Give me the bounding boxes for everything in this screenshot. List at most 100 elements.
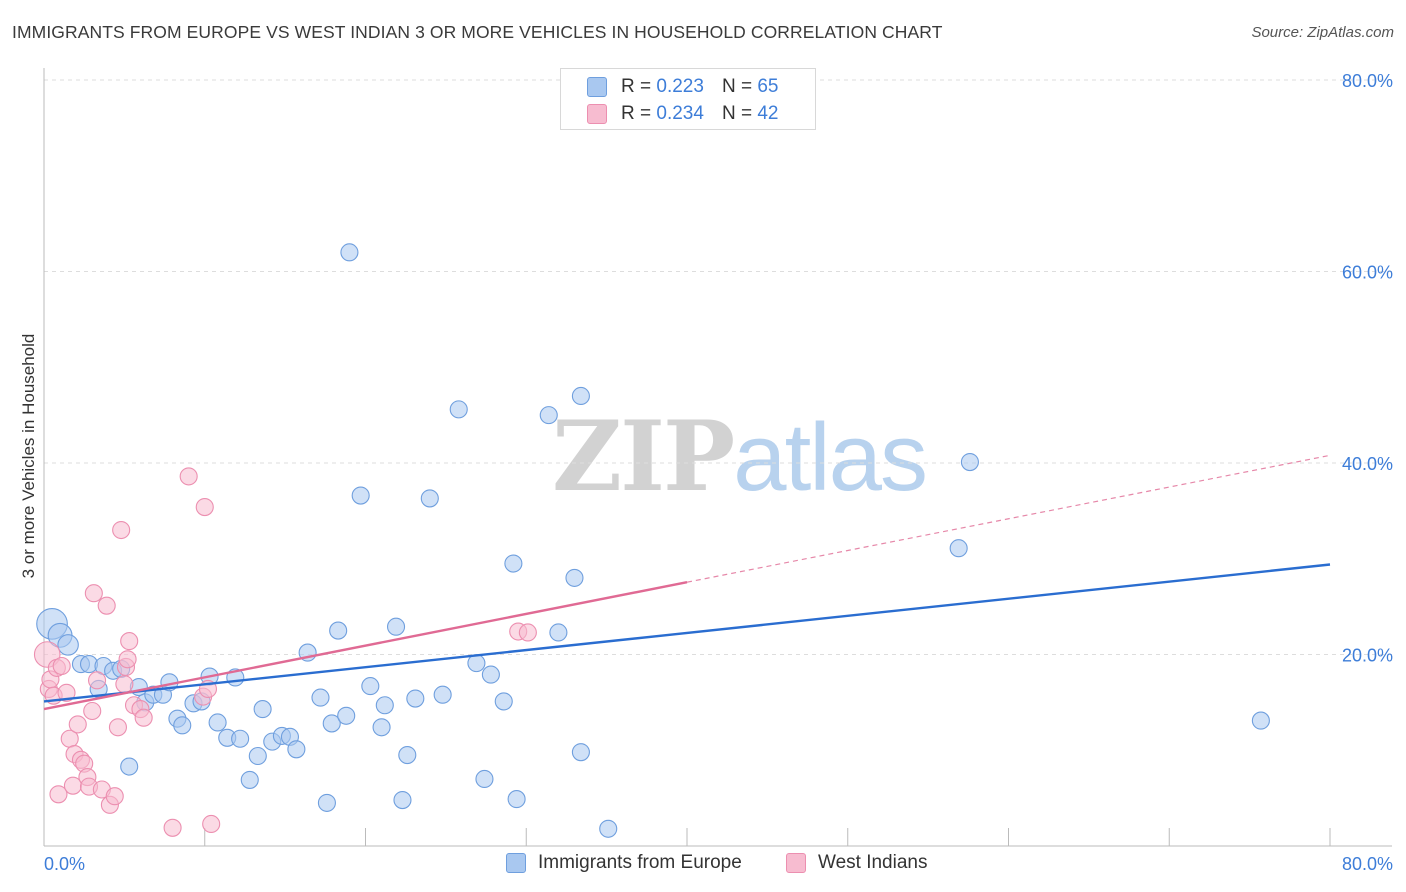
data-point-west-indians [57,683,76,702]
data-point-immigrants-from-europe [372,718,391,737]
data-point-immigrants-from-europe [481,665,500,684]
data-point-immigrants-from-europe [317,793,336,812]
data-point-immigrants-from-europe [351,486,370,505]
legend-swatch-pink [786,853,806,873]
data-point-immigrants-from-europe [571,386,590,406]
legend-n-label: N = [721,103,753,124]
data-point-immigrants-from-europe [311,688,330,707]
data-point-immigrants-from-europe [539,406,558,425]
trend-line-west-indians-extension [686,454,1331,583]
data-point-immigrants-from-europe [173,716,192,735]
data-point-west-indians [112,520,131,540]
y-tick-label: 40.0% [1342,454,1393,474]
legend-row-immigrants-from-europe: R = 0.223 N = 65 [587,75,778,99]
legend-label: Immigrants from Europe [538,852,742,873]
data-point-west-indians [118,650,137,669]
data-point-immigrants-from-europe [340,243,359,262]
data-point-immigrants-from-europe [949,539,968,558]
legend-row-west-indians: R = 0.234 N = 42 [587,102,778,126]
data-point-immigrants-from-europe [393,790,412,810]
data-point-west-indians [518,623,537,642]
legend-r-value: 0.234 [656,103,704,124]
data-point-immigrants-from-europe [375,696,394,715]
series-west-indians [33,467,537,837]
data-point-immigrants-from-europe [1251,711,1270,730]
data-point-immigrants-from-europe [248,746,267,766]
data-point-west-indians [97,596,116,615]
data-point-immigrants-from-europe [386,617,406,636]
trend-line-immigrants-from-europe [43,563,1331,703]
data-point-immigrants-from-europe [398,745,417,765]
data-point-immigrants-from-europe [337,706,356,725]
y-axis-title: 3 or more Vehicles in Household [19,334,38,579]
data-point-immigrants-from-europe [433,685,452,704]
x-tick-label-left: 0.0% [44,854,85,874]
data-point-immigrants-from-europe [406,689,425,708]
data-point-west-indians [83,701,102,721]
watermark: ZIPatlas [552,400,928,513]
data-point-west-indians [120,632,139,651]
data-point-immigrants-from-europe [329,621,348,640]
watermark-zip: ZIP [552,400,735,513]
data-point-immigrants-from-europe [599,819,618,838]
data-point-immigrants-from-europe [57,634,79,656]
data-point-west-indians [108,718,127,737]
stats-legend: R = 0.223 N = 65 R = 0.234 N = 42 [560,68,816,130]
data-point-immigrants-from-europe [361,677,380,696]
data-point-west-indians [134,708,153,727]
x-tick-label-right: 80.0% [1342,854,1393,874]
legend-n-value: 65 [757,76,779,97]
legend-n-label: N = [721,76,753,97]
data-point-immigrants-from-europe [507,790,526,809]
axis-labels: 20.0% 40.0% 60.0% 80.0% 0.0% 80.0% 3 or more V… [19,71,1393,874]
data-point-immigrants-from-europe [420,489,439,508]
watermark-atlas: atlas [733,404,928,511]
data-point-immigrants-from-europe [253,700,272,719]
data-point-immigrants-from-europe [231,729,250,748]
data-point-west-indians [179,467,198,486]
legend-r-label: R = [621,103,652,124]
legend-item-immigrants-from-europe[interactable]: Immigrants from Europe [506,852,742,874]
data-point-immigrants-from-europe [449,400,468,419]
data-point-west-indians [195,497,214,517]
source-label: Source: ZipAtlas.com [1251,24,1394,41]
data-point-immigrants-from-europe [475,769,494,789]
data-point-west-indians [163,818,182,837]
data-point-immigrants-from-europe [571,743,590,762]
data-point-immigrants-from-europe [549,623,568,642]
series-legend: Immigrants from Europe West Indians [0,852,1406,878]
data-point-west-indians [52,656,71,676]
data-point-west-indians [115,675,134,694]
trend-line-west-indians [43,581,688,711]
data-point-immigrants-from-europe [565,568,584,587]
data-point-immigrants-from-europe [120,757,139,776]
grid-lines [44,79,1392,655]
data-point-west-indians [105,787,124,806]
y-tick-label: 80.0% [1342,71,1393,91]
data-point-immigrants-from-europe [240,770,259,789]
data-point-immigrants-from-europe [494,692,513,711]
data-point-west-indians [202,814,221,834]
legend-r-label: R = [621,76,652,97]
legend-item-west-indians[interactable]: West Indians [786,852,927,874]
trend-lines [43,454,1331,711]
y-tick-label: 20.0% [1342,646,1393,666]
legend-n-value: 42 [757,103,779,124]
legend-swatch-pink [587,104,607,124]
data-point-immigrants-from-europe [504,554,523,573]
legend-r-value: 0.223 [656,76,704,97]
data-point-west-indians [84,584,103,603]
axes [43,68,1392,847]
data-point-immigrants-from-europe [322,714,341,733]
data-point-immigrants-from-europe [960,452,979,472]
y-tick-label: 60.0% [1342,263,1393,283]
data-point-west-indians [68,715,87,734]
legend-label: West Indians [818,852,928,873]
legend-swatch-blue [506,853,526,873]
chart-title: IMMIGRANTS FROM EUROPE VS WEST INDIAN 3 … [12,22,943,42]
data-point-immigrants-from-europe [208,713,227,732]
data-point-west-indians [87,671,107,690]
legend-swatch-blue [587,77,607,97]
data-point-west-indians [49,785,68,804]
